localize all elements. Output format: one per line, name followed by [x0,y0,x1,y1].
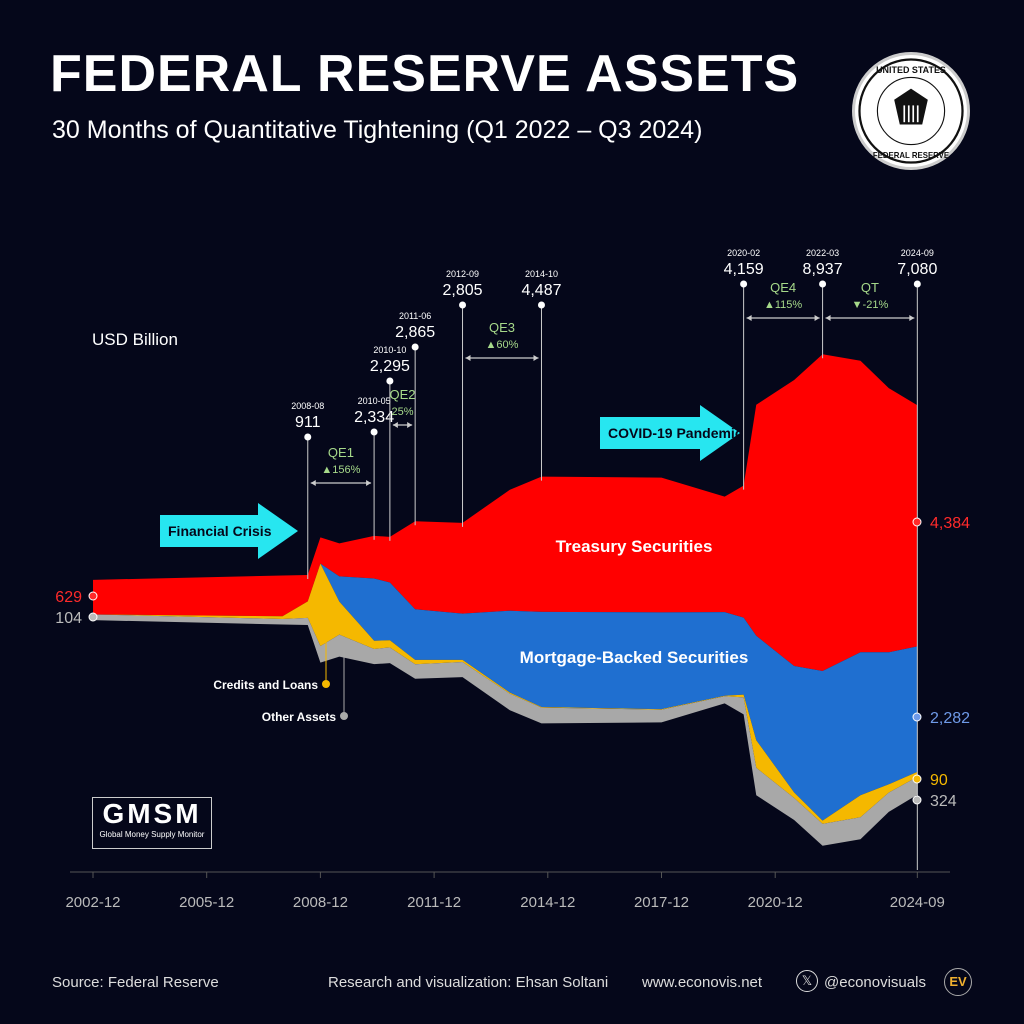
gmsm-logo: GMSM Global Money Supply Monitor [92,797,212,849]
period-change: ▼-21% [852,299,889,311]
event-dot [819,280,827,288]
period-name: QE3 [489,320,515,335]
svg-text:UNITED STATES: UNITED STATES [876,65,946,75]
mbs-label: Mortgage-Backed Securities [520,648,749,667]
ev-brand-logo: EV [944,968,972,996]
credits-loans-label: Credits and Loans [213,678,318,692]
gmsm-logo-name: GMSM [102,798,202,829]
period-change: ▲60% [486,339,519,351]
social-handle-link[interactable]: @econovisuals [824,974,926,991]
chart-title: FEDERAL RESERVE ASSETS [50,45,800,103]
period-name: QE4 [770,280,796,295]
period-change: ▲115% [764,299,802,311]
x-tick-label: 2008-12 [293,894,348,911]
event-value: 911 [295,414,321,431]
event-date: 2010-10 [373,345,406,355]
period-name: QE1 [328,445,354,460]
event-value: 2,295 [370,358,410,375]
event-value: 4,159 [724,261,764,278]
x-tick-label: 2024-09 [890,894,945,911]
x-tick-label: 2002-12 [65,894,120,911]
credits-dot [322,680,330,688]
event-value: 7,080 [897,261,937,278]
svg-text:FEDERAL RESERVE: FEDERAL RESERVE [873,151,949,160]
end-other-label-dot [912,795,922,805]
event-dot [459,301,467,309]
event-date: 2008-08 [291,401,324,411]
start-treasury-label-dot [88,591,98,601]
event-dot [913,280,921,288]
period-arrowheads [392,422,413,428]
chart-subtitle: 30 Months of Quantitative Tightening (Q1… [52,116,703,144]
end-credits-label-dot [912,774,922,784]
period-change: ▲156% [321,464,360,476]
event-date: 2014-10 [525,269,558,279]
event-date: 2010-05 [358,396,391,406]
event-dot [411,343,419,351]
end-credits-label: 90 [930,772,948,789]
x-tick-label: 2011-12 [407,894,461,911]
x-tick-label: 2017-12 [634,894,689,911]
event-dot [304,433,312,441]
end-treasury-label: 4,384 [930,515,970,532]
federal-reserve-seal-logo: UNITED STATES FEDERAL RESERVE [852,52,970,170]
end-mbs-label: 2,282 [930,710,970,727]
event-value: 2,334 [354,409,394,426]
x-tick-label: 2005-12 [179,894,234,911]
period-name: QE2 [390,387,416,402]
event-date: 2012-09 [446,269,479,279]
gmsm-logo-tagline: Global Money Supply Monitor [99,830,205,839]
end-treasury-label-dot [912,517,922,527]
area-other-assets [93,614,918,846]
other-dot [340,712,348,720]
x-tick-label: 2014-12 [520,894,575,911]
website-link[interactable]: www.econovis.net [642,974,763,991]
event-date: 2022-03 [806,248,839,258]
event-value: 2,805 [443,282,483,299]
credit-note: Research and visualization: Ehsan Soltan… [328,974,609,991]
period-change: 25% [392,406,414,418]
end-mbs-label-dot [912,712,922,722]
area-treasury-securities [93,354,918,672]
event-dot [386,377,394,385]
other-assets-label: Other Assets [262,710,337,724]
covid-pandemic-label: COVID-19 Pandemic [608,425,743,441]
covid-pandemic-arrow-icon [600,405,740,461]
event-value: 8,937 [803,261,843,278]
end-other-label: 324 [930,793,957,810]
source-note: Source: Federal Reserve [52,974,219,991]
financial-crisis-label: Financial Crisis [168,523,272,539]
event-dot [740,280,748,288]
event-dot [537,301,545,309]
event-date: 2024-09 [901,248,934,258]
unit-label: USD Billion [92,330,178,349]
x-tick-label: 2020-12 [748,894,803,911]
start-treasury-label: 629 [55,589,82,606]
start-other-label-dot [88,612,98,622]
start-other-label: 104 [55,610,82,627]
event-date: 2011-06 [399,311,431,321]
financial-crisis-arrow-icon [160,503,298,559]
area-mortgage-backed-securities [93,563,918,821]
event-dot [370,428,378,436]
period-name: QT [861,280,879,295]
event-value: 2,865 [395,324,435,341]
event-date: 2020-02 [727,248,760,258]
treasury-securities-label: Treasury Securities [556,537,713,556]
x-twitter-icon: 𝕏 [796,970,818,992]
event-value: 4,487 [521,282,561,299]
